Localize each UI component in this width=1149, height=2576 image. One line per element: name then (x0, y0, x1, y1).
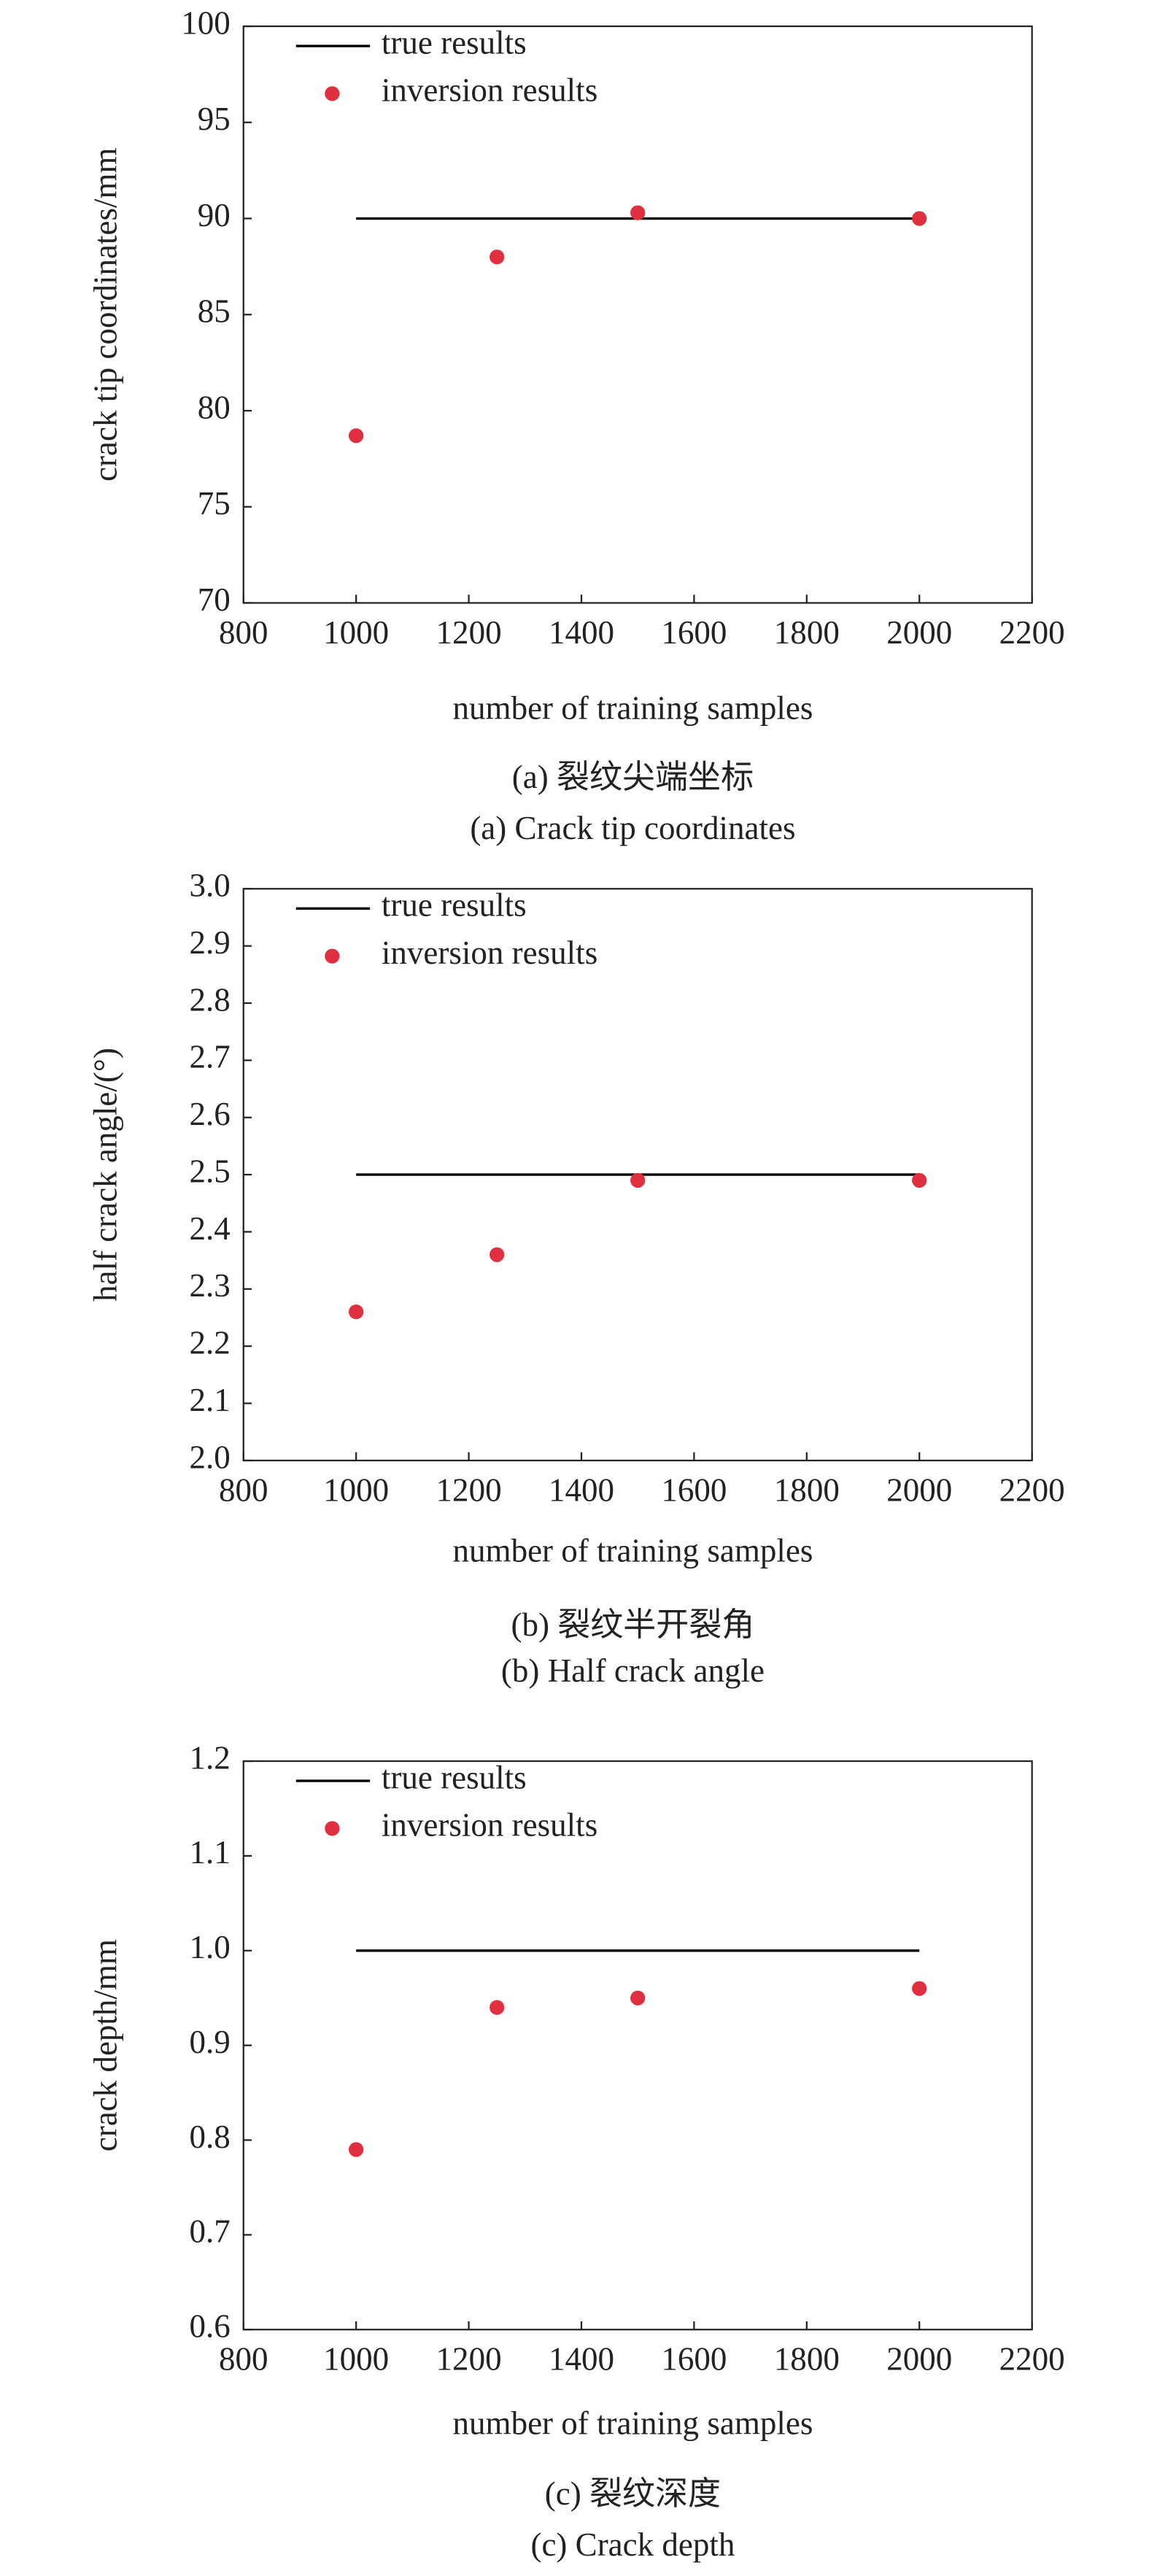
x-tick-label: 1000 (323, 2341, 389, 2378)
legend-label: true results (382, 887, 527, 924)
point (630, 205, 646, 220)
point (912, 1172, 927, 1188)
x-tick-label: 2000 (886, 1471, 952, 1508)
x-tick-label: 2000 (886, 614, 952, 651)
x-tick-label: 1600 (661, 2341, 727, 2378)
y-tick-label: 2.9 (189, 924, 230, 961)
y-tick-label: 2.5 (189, 1153, 230, 1189)
x-tick-label: 1800 (774, 614, 840, 651)
point (349, 2142, 364, 2157)
x-tick-label: 1200 (436, 1471, 502, 1508)
x-tick-label: 1600 (661, 614, 727, 651)
x-tick-label: 1800 (774, 2341, 840, 2378)
y-tick-label: 2.1 (189, 1382, 230, 1418)
y-tick-label: 3.0 (189, 867, 230, 904)
x-tick-label: 800 (219, 1471, 268, 1508)
caption: (a) Crack tip coordinates (470, 810, 795, 846)
y-tick-label: 85 (198, 293, 231, 330)
x-tick-label: 1400 (549, 614, 614, 651)
y-tick-label: 0.9 (189, 2024, 230, 2060)
point (349, 1304, 364, 1320)
y-tick-label: 95 (198, 101, 231, 137)
x-tick-label: 2000 (886, 2341, 952, 2378)
caption: (b) Half crack angle (501, 1652, 765, 1689)
point (630, 1990, 646, 2006)
x-tick-label: 800 (219, 614, 268, 651)
y-tick-label: 2.0 (189, 1439, 230, 1475)
y-tick-label: 2.7 (189, 1039, 230, 1075)
x-tick-label: 1400 (549, 1471, 614, 1508)
x-axis-label: number of training samples (453, 2405, 813, 2441)
y-axis-label: crack depth/mm (87, 1939, 123, 2151)
y-tick-label: 90 (198, 197, 231, 233)
x-tick-label: 1200 (436, 2341, 502, 2378)
y-axis-label: crack tip coordinates/mm (87, 147, 123, 481)
x-axis-label: number of training samples (453, 1533, 813, 1569)
caption: (a) 裂纹尖端坐标 (512, 759, 754, 795)
plot-frame (242, 25, 1033, 604)
y-tick-label: 2.2 (189, 1325, 230, 1361)
y-tick-label: 1.1 (189, 1834, 230, 1871)
y-tick-label: 2.4 (189, 1210, 230, 1247)
x-tick-label: 2200 (999, 1471, 1065, 1508)
legend-label: true results (382, 1759, 527, 1795)
point (490, 250, 505, 265)
point (912, 211, 927, 226)
legend-marker (325, 86, 340, 101)
point (490, 2000, 505, 2015)
x-tick-label: 1400 (549, 2341, 614, 2378)
x-tick-label: 1600 (661, 1471, 727, 1508)
legend-label: true results (382, 24, 527, 61)
y-tick-label: 2.3 (189, 1267, 230, 1304)
legend-label: inversion results (382, 72, 597, 109)
y-tick-label: 2.6 (189, 1096, 230, 1132)
y-tick-label: 0.6 (189, 2308, 230, 2345)
point (349, 428, 364, 444)
y-tick-label: 1.0 (189, 1929, 230, 1965)
y-axis-label: half crack angle/(°) (87, 1048, 123, 1301)
y-tick-label: 100 (181, 4, 231, 41)
point (490, 1247, 505, 1262)
x-tick-label: 1800 (774, 1471, 840, 1508)
x-tick-label: 1000 (323, 614, 389, 651)
plot-frame (242, 1760, 1033, 2331)
y-tick-label: 80 (198, 389, 231, 425)
caption: (c) Crack depth (530, 2526, 735, 2563)
y-tick-label: 2.8 (189, 981, 230, 1018)
y-tick-label: 70 (198, 581, 231, 618)
legend-label: inversion results (382, 935, 597, 971)
x-tick-label: 2200 (999, 614, 1065, 651)
x-axis-label: number of training samples (453, 689, 813, 726)
y-tick-label: 0.7 (189, 2213, 230, 2250)
legend-marker (325, 948, 340, 964)
caption: (b) 裂纹半开裂角 (511, 1606, 755, 1643)
caption: (c) 裂纹深度 (545, 2475, 721, 2512)
legend-label: inversion results (382, 1807, 597, 1844)
point (912, 1981, 927, 1996)
y-tick-label: 75 (198, 485, 231, 522)
y-tick-label: 0.8 (189, 2119, 230, 2155)
legend-marker (325, 1821, 340, 1836)
x-tick-label: 2200 (999, 2341, 1065, 2378)
x-tick-label: 1200 (436, 614, 502, 651)
x-tick-label: 800 (219, 2341, 268, 2378)
point (630, 1172, 646, 1188)
x-tick-label: 1000 (323, 1471, 389, 1508)
y-tick-label: 1.2 (189, 1739, 230, 1776)
